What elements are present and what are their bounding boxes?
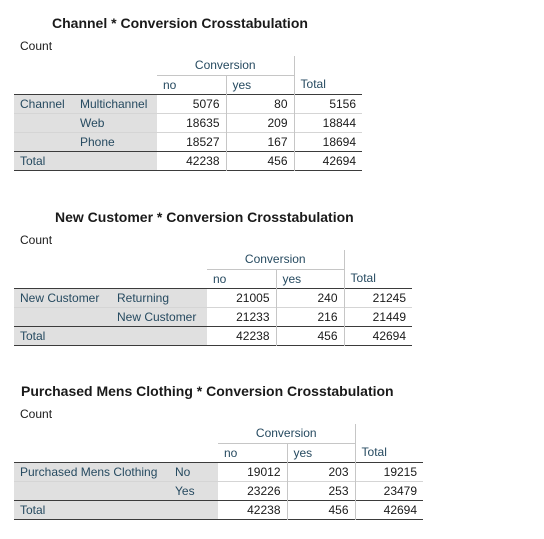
column-header-total: Total	[354, 443, 424, 462]
cell-yes: 80	[225, 94, 295, 113]
total-row-label: Total	[14, 150, 74, 170]
column-header-no: no	[207, 268, 276, 288]
count-label: Count	[20, 39, 53, 53]
cell-no: 5076	[192, 96, 220, 111]
cell-total: 42694	[293, 150, 363, 170]
crosstab-table-channel: Conversion no yes Total Channel Multicha…	[14, 56, 363, 171]
cell-yes: 209	[225, 113, 295, 132]
table-title: Channel * Conversion Crosstabulation	[52, 15, 308, 31]
cell-no: 21233	[236, 309, 270, 324]
cell-total: 19215	[354, 462, 424, 481]
row-label: Returning	[111, 288, 207, 307]
column-header-yes: yes	[275, 268, 345, 288]
cell-total: 42694	[343, 325, 413, 345]
column-header-no: no	[218, 442, 287, 462]
cell-yes: 203	[286, 462, 356, 481]
column-header-total: Total	[343, 269, 413, 288]
total-row-label: Total	[14, 499, 169, 519]
cell-no: 42238	[157, 150, 226, 170]
row-variable-label: Channel	[14, 94, 74, 113]
cell-total: 18694	[293, 132, 363, 151]
table-title: New Customer * Conversion Crosstabulatio…	[55, 209, 354, 225]
table-title: Purchased Mens Clothing * Conversion Cro…	[21, 383, 394, 399]
crosstab-table-purchased-mens-clothing: Conversion no yes Total Purchased Mens C…	[14, 424, 424, 520]
count-label: Count	[20, 233, 53, 247]
cell-no: 18635	[186, 115, 220, 130]
cell-total: 5156	[293, 94, 363, 113]
column-group-header: Conversion	[255, 426, 317, 441]
count-label: Count	[20, 407, 53, 421]
crosstab-table-new-customer: Conversion no yes Total New Customer Ret…	[14, 250, 413, 346]
cell-yes: 456	[286, 499, 356, 519]
row-label: Multichannel	[74, 94, 157, 113]
column-group-header: Conversion	[194, 58, 256, 73]
cell-yes: 216	[275, 307, 345, 326]
row-label: Yes	[169, 481, 218, 500]
row-label: No	[169, 462, 218, 481]
cell-total: 42694	[354, 499, 424, 519]
cell-yes: 240	[275, 288, 345, 307]
cell-no: 21005	[236, 290, 270, 305]
cell-no: 42238	[218, 499, 287, 519]
cell-no: 19012	[247, 464, 281, 479]
cell-yes: 456	[275, 325, 345, 345]
column-group-header: Conversion	[244, 252, 306, 267]
cell-yes: 456	[225, 150, 295, 170]
row-label: Phone	[74, 132, 157, 151]
cell-no: 23226	[247, 483, 281, 498]
cell-total: 21449	[343, 307, 413, 326]
column-header-no: no	[157, 74, 226, 94]
cell-no: 18527	[186, 134, 220, 149]
row-label: New Customer	[111, 307, 207, 326]
cell-yes: 253	[286, 481, 356, 500]
cell-no: 42238	[207, 325, 276, 345]
cell-total: 18844	[293, 113, 363, 132]
row-variable-label: New Customer	[14, 288, 111, 307]
row-variable-label: Purchased Mens Clothing	[14, 462, 169, 481]
column-header-yes: yes	[225, 74, 295, 94]
column-header-yes: yes	[286, 442, 356, 462]
total-row-label: Total	[14, 325, 111, 345]
cell-total: 23479	[354, 481, 424, 500]
cell-yes: 167	[225, 132, 295, 151]
row-label: Web	[74, 113, 157, 132]
column-header-total: Total	[293, 75, 363, 94]
cell-total: 21245	[343, 288, 413, 307]
